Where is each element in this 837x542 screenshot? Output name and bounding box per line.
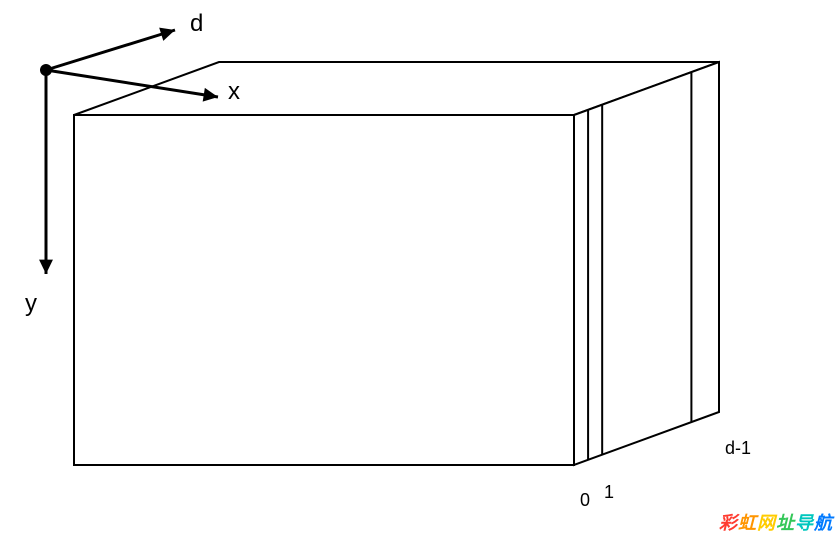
axis-label-d: d xyxy=(190,10,203,38)
watermark: 彩虹网址导航 xyxy=(719,509,833,535)
slice-label-1: 1 xyxy=(604,482,614,503)
axis-label-x: x xyxy=(228,78,240,106)
axis-label-y: y xyxy=(25,290,37,318)
diagram-3d-box: d x y 0 1 d-1 彩虹网址导航 xyxy=(0,0,837,537)
slice-label-last: d-1 xyxy=(725,438,751,459)
slice-label-0: 0 xyxy=(580,490,590,511)
diagram-svg xyxy=(0,0,837,537)
